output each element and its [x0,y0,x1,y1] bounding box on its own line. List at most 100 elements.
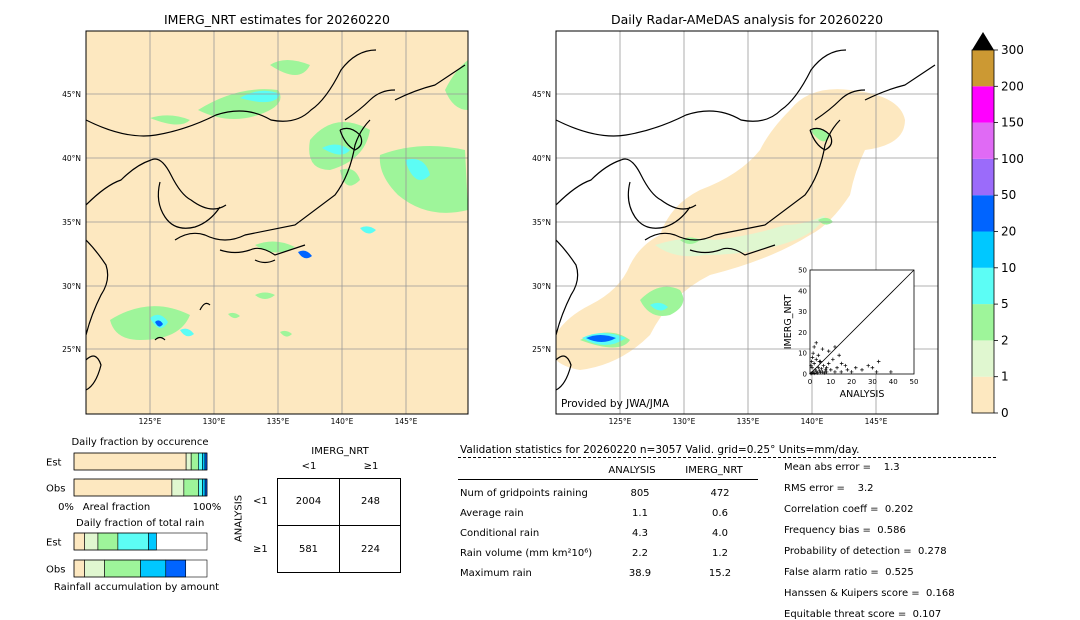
left-lon-label: 125°E [139,417,162,426]
score-item: Hanssen & Kuipers score = 0.168 [784,588,955,599]
stats-row-label: Conditional rain [460,528,540,539]
scatter-x-tick: 50 [910,378,919,386]
scatter-point [824,365,829,370]
colorbar-segment [972,122,994,159]
bar-frame [73,532,208,551]
colorbar-segment [972,304,994,341]
scatter-point [818,370,823,375]
bar-segment [165,559,187,578]
bar-segment [148,532,157,551]
stats-row-imerg: 15.2 [708,568,732,579]
score-item: Probability of detection = 0.278 [784,546,947,557]
total-rain-title: Daily fraction of total rain [76,518,205,529]
scatter-point [816,353,821,358]
bar-segment [73,478,173,497]
right-lat-labels: 45°N 40°N 35°N 30°N 25°N [532,90,551,354]
right-lon-label: 140°E [801,417,824,426]
colorbar-segment [972,86,994,123]
colorbar-label: 150 [1001,116,1024,130]
scatter-point [814,357,819,362]
scatter-point [810,365,814,370]
bar-segment [171,478,185,497]
colorbar-segment [972,340,994,377]
scatter-point [809,363,813,368]
right-lat-label: 45°N [532,90,551,99]
colorbar-label: 2 [1001,333,1009,347]
stats-row-analysis: 38.9 [628,568,652,579]
scatter-point [816,365,821,370]
scatter-x-label: ANALYSIS [840,389,885,400]
scatter-x-tick: 0 [808,378,812,386]
scatter-point [812,361,816,366]
bar-segment [198,478,203,497]
scatter-point [826,349,831,353]
right-lon-label: 125°E [609,417,632,426]
bar-segment [190,452,199,471]
scatter-point [815,371,820,375]
scatter-diagonal [809,269,915,375]
bar-segment [84,532,99,551]
stats-header: Validation statistics for 20260220 n=305… [460,444,860,456]
bar-axis-mid: Rainfall accumulation by amount [54,582,219,593]
colorbar-segment [972,195,994,232]
bar-category-label: Obs [46,484,65,495]
bar-axis-left: 0% [58,502,74,513]
left-map: 45°N 40°N 35°N 30°N 25°N 125°E 130°E 135… [62,30,469,426]
bar-segment [185,452,192,471]
scatter-point [876,359,881,364]
right-map-title: Daily Radar-AMeDAS analysis for 20260220 [610,12,884,27]
colorbar-label: 100 [1001,152,1024,166]
scatter-point [860,368,864,372]
right-lon-label: 130°E [673,417,696,426]
colorbar-segment [972,376,994,413]
stats-row-label: Num of gridpoints raining [460,488,588,499]
scatter-point [822,371,827,375]
scatter-point [870,365,875,370]
bar-category-label: Est [46,538,62,549]
bar-segment [140,559,167,578]
contingency-row-label: ≥1 [253,544,268,555]
contingency-cell: 224 [360,544,381,555]
bar-segment [73,452,187,471]
scatter-point [835,365,839,370]
right-coastlines [556,49,936,391]
scatter-y-tick: 30 [798,308,807,316]
occurence-title: Daily fraction by occurence [71,437,209,448]
left-gridlines [86,31,468,414]
scatter-point [849,370,854,374]
scatter-x-tick: 20 [847,378,856,386]
scatter-y-tick: 50 [798,267,807,275]
stats-header-rule [458,457,996,458]
data-credit: Provided by JWA/JMA [561,398,670,410]
contingency-row-label: <1 [253,496,268,507]
scatter-y-tick: 40 [798,287,807,295]
scatter-point [833,370,837,374]
scatter-point [839,361,844,366]
left-lat-label: 40°N [62,154,81,163]
total-rain-bars: Est Obs Rainfall accumulation by amount [46,532,219,593]
bar-segment [198,452,203,471]
score-item: RMS error = 3.2 [784,483,874,494]
bar-segment [84,559,105,578]
bar-axis-mid: Areal fraction [83,502,150,513]
contingency-grid: 2004 248 581 224 [277,478,401,573]
score-item: Correlation coeff = 0.202 [784,504,914,515]
scatter-point [817,359,822,364]
left-lon-label: 130°E [203,417,226,426]
left-coastlines [86,49,466,391]
scatter-point [837,353,841,358]
scatter-point [820,347,825,351]
score-item: Mean abs error = 1.3 [784,462,900,473]
scatter-point [819,367,824,371]
scatter-point [823,368,828,372]
scatter-x-tick: 10 [826,378,835,386]
contingency-row-axis: ANALYSIS [233,494,245,543]
scatter-point [809,359,814,364]
scatter-plot: 00 10 10 20 20 30 30 40 40 50 50 ANALYSIS IMERG_NRT [783,267,919,401]
bar-frame [73,559,208,578]
scatter-x-tick: 40 [889,378,898,386]
colorbar-segment [972,267,994,305]
scatter-point [812,345,816,349]
bar-frame [73,478,208,497]
scatter-point [814,341,819,345]
